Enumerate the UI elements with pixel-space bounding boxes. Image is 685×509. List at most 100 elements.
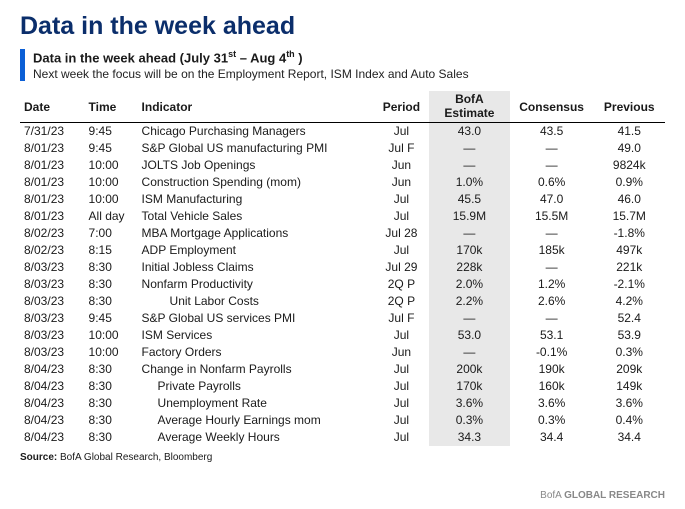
table-row: 8/01/239:45S&P Global US manufacturing P… [20,140,665,157]
cell-consensus: 1.2% [510,276,594,293]
cell-indicator: Factory Orders [138,344,374,361]
th-time: Time [85,91,138,122]
cell-estimate: 170k [429,378,510,395]
cell-consensus: 15.5M [510,208,594,225]
th-date: Date [20,91,85,122]
cell-estimate: — [429,344,510,361]
cell-previous: 497k [594,242,666,259]
cell-indicator: S&P Global US services PMI [138,310,374,327]
cell-estimate: 228k [429,259,510,276]
cell-indicator: Change in Nonfarm Payrolls [138,361,374,378]
table-row: 8/01/2310:00Construction Spending (mom)J… [20,174,665,191]
cell-consensus: — [510,259,594,276]
table-row: 8/04/238:30Average Weekly HoursJul34.334… [20,429,665,446]
cell-period: Jul [374,191,429,208]
cell-date: 8/02/23 [20,225,85,242]
cell-estimate: 200k [429,361,510,378]
cell-time: 8:30 [85,293,138,310]
cell-date: 8/04/23 [20,361,85,378]
cell-period: Jul [374,327,429,344]
cell-previous: 0.3% [594,344,666,361]
cell-indicator: Total Vehicle Sales [138,208,374,225]
cell-indicator: Nonfarm Productivity [138,276,374,293]
subtitle: Data in the week ahead (July 31st – Aug … [33,49,665,65]
cell-date: 8/04/23 [20,395,85,412]
table-row: 8/03/238:30Initial Jobless ClaimsJul 292… [20,259,665,276]
cell-previous: 41.5 [594,122,666,140]
cell-date: 7/31/23 [20,122,85,140]
table-row: 8/03/238:30Nonfarm Productivity2Q P2.0%1… [20,276,665,293]
cell-estimate: 53.0 [429,327,510,344]
cell-estimate: 0.3% [429,412,510,429]
cell-period: Jul [374,378,429,395]
cell-date: 8/03/23 [20,310,85,327]
subtitle-mid: – Aug 4 [236,50,286,65]
table-row: 8/04/238:30Private PayrollsJul170k160k14… [20,378,665,395]
cell-indicator: JOLTS Job Openings [138,157,374,174]
cell-period: Jun [374,344,429,361]
cell-period: Jul [374,412,429,429]
cell-period: Jul [374,242,429,259]
cell-estimate: 34.3 [429,429,510,446]
cell-time: 8:30 [85,395,138,412]
footer-brand-bold: GLOBAL RESEARCH [564,490,665,501]
table-row: 8/03/239:45S&P Global US services PMIJul… [20,310,665,327]
cell-estimate: — [429,157,510,174]
cell-time: 9:45 [85,140,138,157]
source-label: Source: [20,452,57,463]
footer-brand: BofA GLOBAL RESEARCH [540,490,665,501]
table-row: 8/01/2310:00ISM ManufacturingJul45.547.0… [20,191,665,208]
cell-estimate: 15.9M [429,208,510,225]
cell-consensus: 47.0 [510,191,594,208]
cell-consensus: — [510,140,594,157]
cell-previous: 0.4% [594,412,666,429]
cell-consensus: 3.6% [510,395,594,412]
cell-estimate: — [429,140,510,157]
table-row: 8/01/23All dayTotal Vehicle SalesJul15.9… [20,208,665,225]
cell-time: 8:30 [85,378,138,395]
cell-date: 8/03/23 [20,327,85,344]
table-row: 8/03/2310:00ISM ServicesJul53.053.153.9 [20,327,665,344]
cell-indicator: Unit Labor Costs [138,293,374,310]
cell-estimate: 45.5 [429,191,510,208]
cell-period: Jun [374,157,429,174]
th-period: Period [374,91,429,122]
page-title: Data in the week ahead [20,12,665,41]
cell-consensus: 0.6% [510,174,594,191]
cell-time: 8:30 [85,259,138,276]
table-row: 8/04/238:30Average Hourly Earnings momJu… [20,412,665,429]
cell-consensus: 0.3% [510,412,594,429]
cell-previous: 4.2% [594,293,666,310]
cell-consensus: 43.5 [510,122,594,140]
cell-period: Jul [374,208,429,225]
cell-indicator: Average Hourly Earnings mom [138,412,374,429]
table-row: 8/03/2310:00Factory OrdersJun—-0.1%0.3% [20,344,665,361]
cell-previous: 52.4 [594,310,666,327]
cell-date: 8/01/23 [20,208,85,225]
subtitle-block: Data in the week ahead (July 31st – Aug … [20,49,665,81]
cell-indicator: S&P Global US manufacturing PMI [138,140,374,157]
cell-estimate: 2.0% [429,276,510,293]
cell-date: 8/04/23 [20,429,85,446]
cell-indicator: Construction Spending (mom) [138,174,374,191]
cell-previous: 0.9% [594,174,666,191]
cell-previous: 46.0 [594,191,666,208]
cell-previous: 34.4 [594,429,666,446]
cell-date: 8/04/23 [20,378,85,395]
cell-date: 8/03/23 [20,276,85,293]
table-row: 8/02/238:15ADP EmploymentJul170k185k497k [20,242,665,259]
cell-previous: 9824k [594,157,666,174]
cell-consensus: 34.4 [510,429,594,446]
subtitle-sup1: st [228,49,236,59]
cell-date: 8/01/23 [20,174,85,191]
cell-previous: 15.7M [594,208,666,225]
table-header-row: Date Time Indicator Period BofA Estimate… [20,91,665,122]
table-row: 8/04/238:30Change in Nonfarm PayrollsJul… [20,361,665,378]
cell-indicator: Chicago Purchasing Managers [138,122,374,140]
cell-indicator: Unemployment Rate [138,395,374,412]
cell-previous: 209k [594,361,666,378]
cell-indicator: Average Weekly Hours [138,429,374,446]
description: Next week the focus will be on the Emplo… [33,67,665,81]
cell-date: 8/02/23 [20,242,85,259]
cell-period: Jun [374,174,429,191]
